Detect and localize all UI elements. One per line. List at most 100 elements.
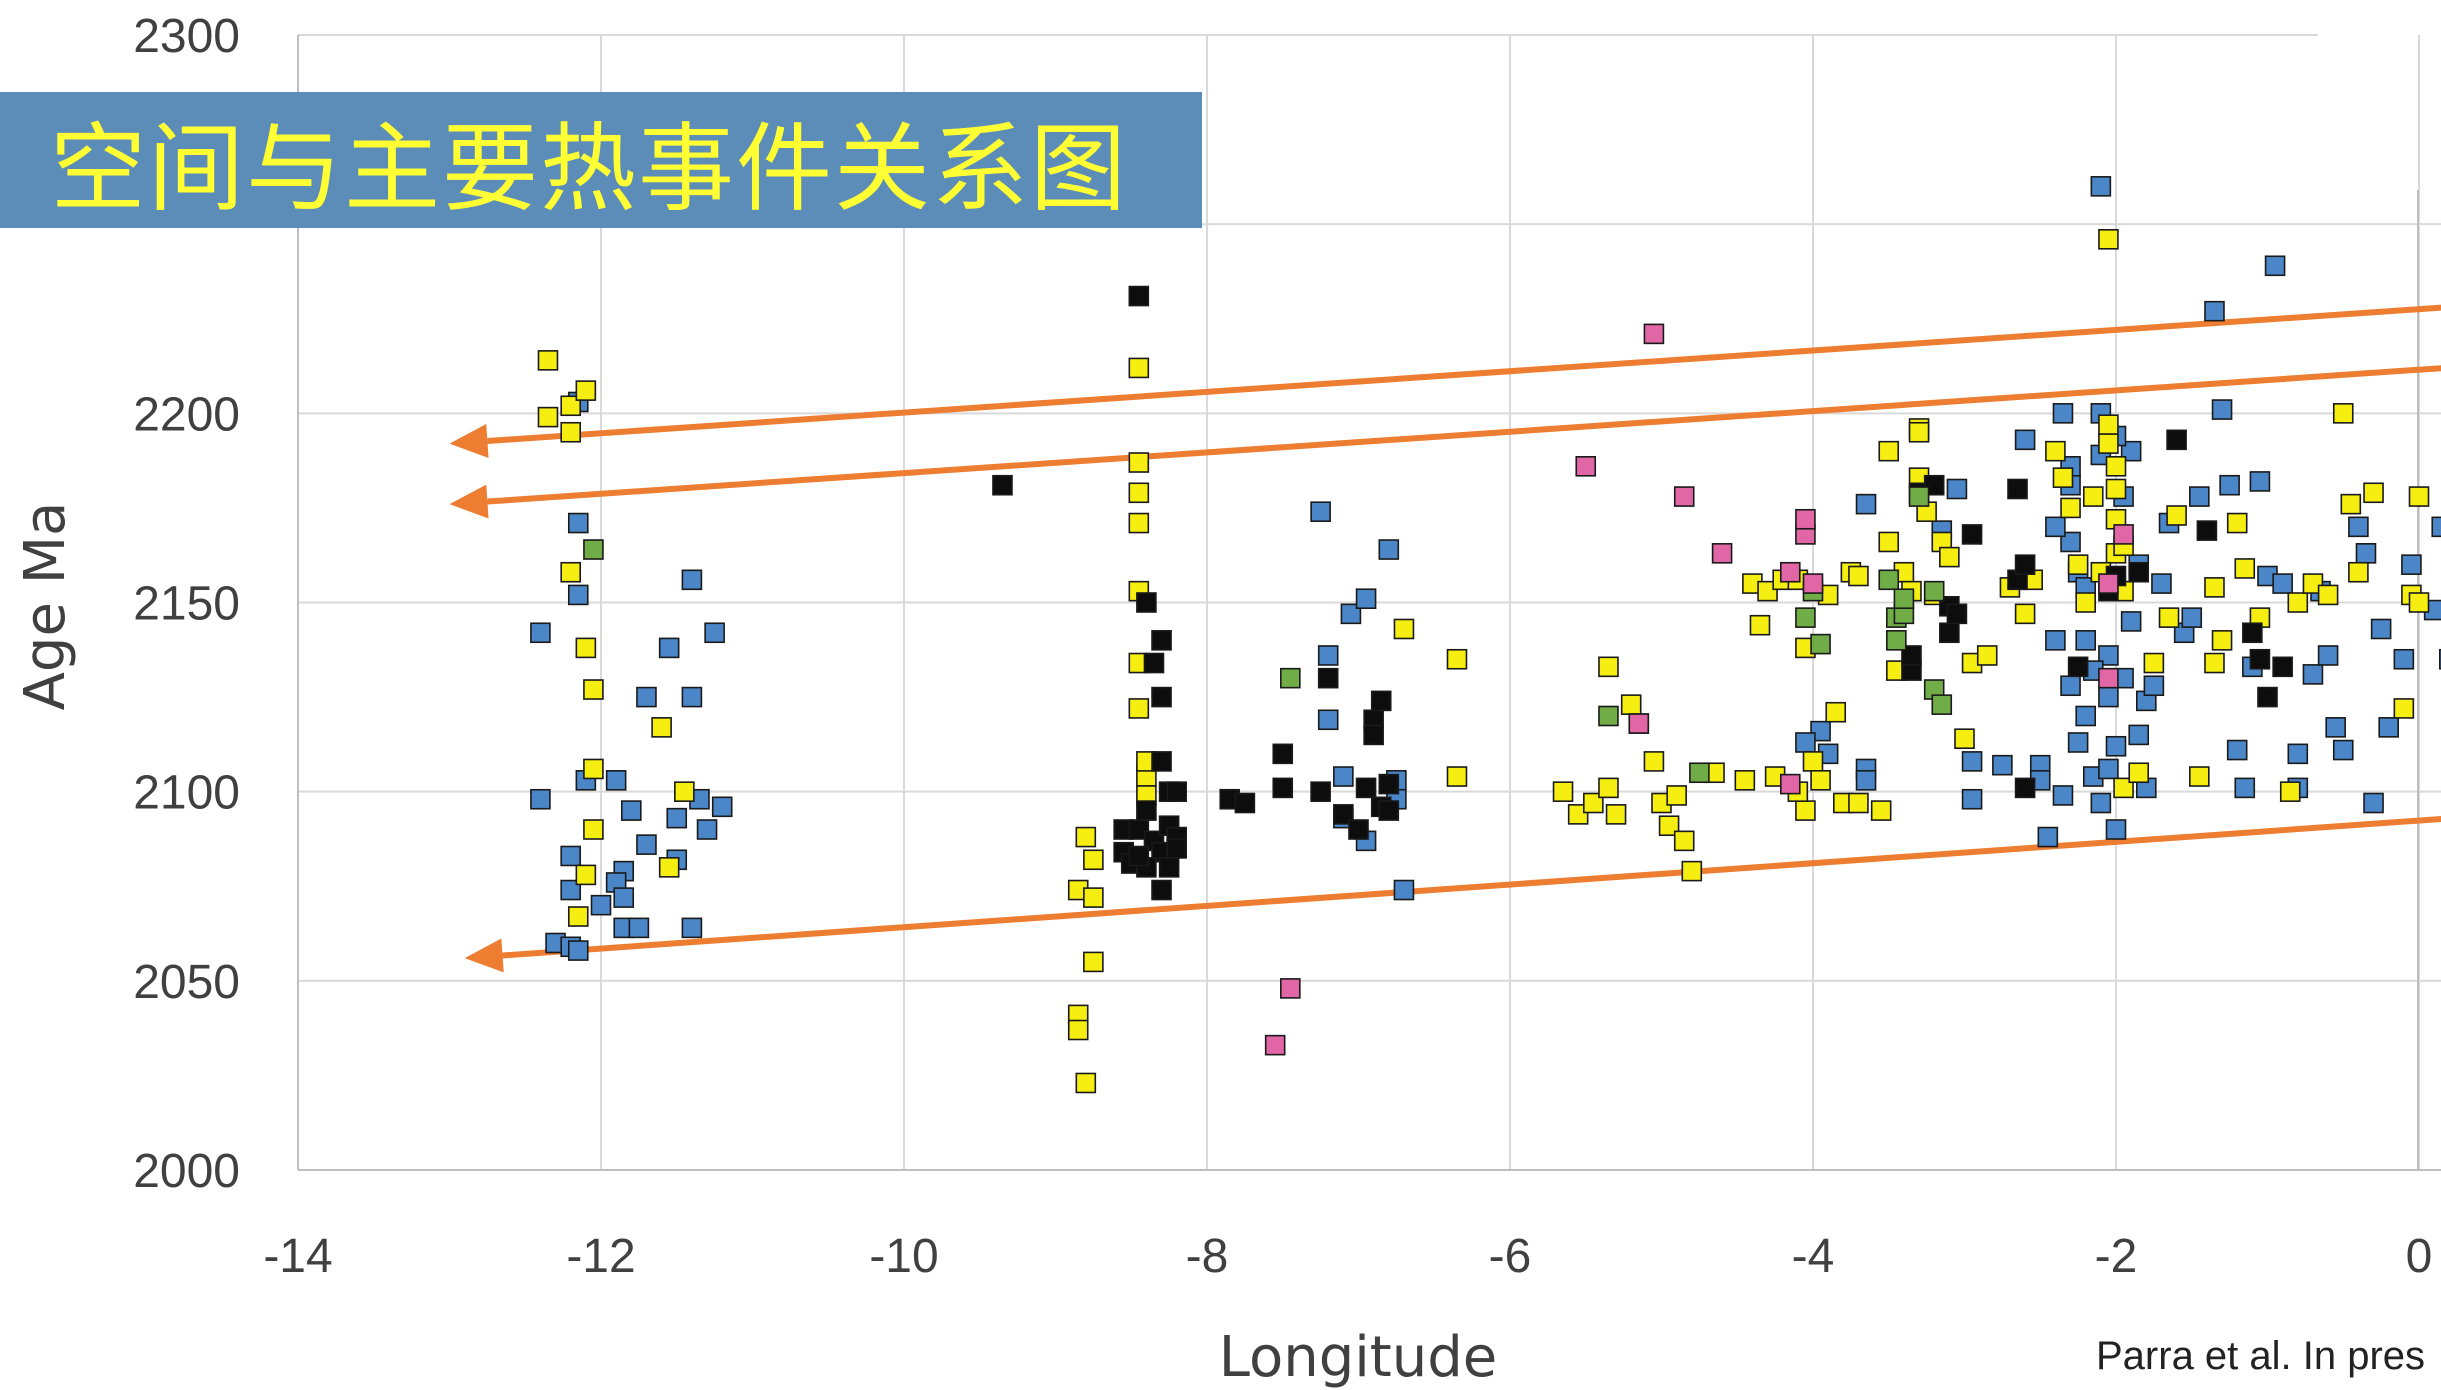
trend-arrowhead <box>449 424 489 458</box>
data-point-blue <box>2090 792 2112 814</box>
data-point-green <box>583 539 604 560</box>
x-tick-label: -8 <box>1186 1230 1229 1283</box>
data-point-green <box>1931 694 1953 715</box>
data-point-black <box>2166 429 2187 451</box>
data-point-green <box>1810 633 1831 655</box>
data-point-blue <box>2234 777 2256 799</box>
data-point-blue <box>2431 516 2441 538</box>
x-tick-label: -14 <box>263 1230 332 1283</box>
data-point-black <box>1151 751 1172 772</box>
data-point-blue <box>2219 474 2240 496</box>
data-point-green <box>1893 588 1915 610</box>
data-point-pink <box>1711 543 1733 564</box>
data-point-yellow <box>2393 698 2415 719</box>
data-point-yellow <box>2166 505 2187 526</box>
data-point-blue <box>1810 720 1831 742</box>
data-point-black <box>2196 520 2218 541</box>
data-point-blue <box>2317 645 2339 666</box>
data-point-black <box>1128 845 1150 867</box>
data-point-blue <box>1378 539 1400 560</box>
data-point-black <box>1310 781 1331 802</box>
data-point-blue <box>2060 675 2081 697</box>
x-axis-title: Longitude <box>1219 1325 1498 1390</box>
data-point-yellow <box>1643 751 1665 772</box>
data-point-yellow <box>2098 229 2119 250</box>
data-point-yellow <box>2105 478 2127 500</box>
data-point-yellow <box>2128 762 2150 784</box>
data-point-blue <box>2272 573 2293 594</box>
data-point-black <box>1136 592 1157 613</box>
data-point-yellow <box>1598 777 1619 799</box>
data-point-yellow <box>560 395 582 417</box>
data-point-blue <box>1340 603 1362 625</box>
data-point-pink <box>2098 667 2119 689</box>
data-point-yellow <box>1598 656 1619 678</box>
data-point-yellow <box>1673 830 1695 852</box>
data-point-yellow <box>1083 849 1104 871</box>
data-point-black <box>2067 656 2089 678</box>
data-point-pink <box>1673 486 1695 507</box>
data-point-green <box>1878 569 1900 591</box>
data-point-blue <box>666 807 688 829</box>
y-tick-label: 2300 <box>133 10 240 63</box>
data-point-yellow <box>567 906 589 927</box>
data-point-yellow <box>2408 592 2430 613</box>
data-point-yellow <box>2204 652 2225 674</box>
data-point-blue <box>2189 486 2210 507</box>
data-point-yellow <box>1083 951 1104 973</box>
data-point-blue <box>2204 300 2225 322</box>
data-point-blue <box>2045 630 2066 651</box>
data-point-blue <box>2105 735 2127 757</box>
data-point-pink <box>2113 524 2134 545</box>
data-point-blue <box>2120 440 2142 462</box>
data-point-yellow <box>651 717 672 738</box>
x-tick-label: -4 <box>1792 1230 1835 1283</box>
data-point-yellow <box>2067 554 2089 575</box>
data-point-green <box>1280 667 1301 689</box>
data-point-yellow <box>1128 357 1150 379</box>
y-axis-title: Age Ma <box>13 502 78 711</box>
x-tick-label: -12 <box>566 1230 635 1283</box>
data-point-blue <box>2378 717 2399 738</box>
data-point-pink <box>1280 978 1301 999</box>
data-point-blue <box>613 887 635 908</box>
data-point-yellow <box>2158 607 2180 628</box>
data-point-yellow <box>1567 804 1589 825</box>
data-point-blue <box>2128 724 2150 746</box>
data-point-yellow <box>575 637 597 659</box>
data-point-yellow <box>1446 766 1468 787</box>
data-point-yellow <box>2234 558 2256 579</box>
data-points <box>530 176 2441 1094</box>
data-point-yellow <box>2226 512 2248 534</box>
data-point-blue <box>2181 607 2203 628</box>
data-point-blue <box>560 845 582 867</box>
data-point-pink <box>2098 573 2119 594</box>
source-credit: Parra et al. In pres <box>2096 1334 2426 1378</box>
data-point-blue <box>1355 588 1377 610</box>
data-point-yellow <box>2408 486 2430 507</box>
data-point-blue <box>2439 648 2441 670</box>
data-point-yellow <box>2098 433 2119 454</box>
data-point-blue <box>2287 743 2309 765</box>
data-point-yellow <box>2143 652 2165 674</box>
data-point-black <box>1272 777 1294 799</box>
title-banner: 空间与主要热事件关系图 <box>0 92 1202 228</box>
trend-line <box>502 816 2441 959</box>
data-point-yellow <box>2302 573 2324 594</box>
data-point-blue <box>2045 516 2066 538</box>
trend-line <box>487 304 2441 445</box>
data-point-blue <box>2037 826 2059 848</box>
data-point-yellow <box>1658 815 1680 837</box>
x-tick-label: 0 <box>2406 1230 2433 1283</box>
y-tick-label: 2050 <box>133 956 240 1009</box>
data-point-black <box>1946 603 1968 625</box>
data-point-blue <box>2067 732 2089 753</box>
data-point-yellow <box>583 819 604 840</box>
data-point-black <box>2128 561 2150 583</box>
data-point-blue <box>2052 403 2074 424</box>
data-point-blue <box>1317 645 1339 666</box>
data-point-yellow <box>1870 800 1892 821</box>
data-point-yellow <box>1128 512 1150 534</box>
data-point-black <box>1151 686 1172 708</box>
x-tick-label: -2 <box>2095 1230 2138 1283</box>
